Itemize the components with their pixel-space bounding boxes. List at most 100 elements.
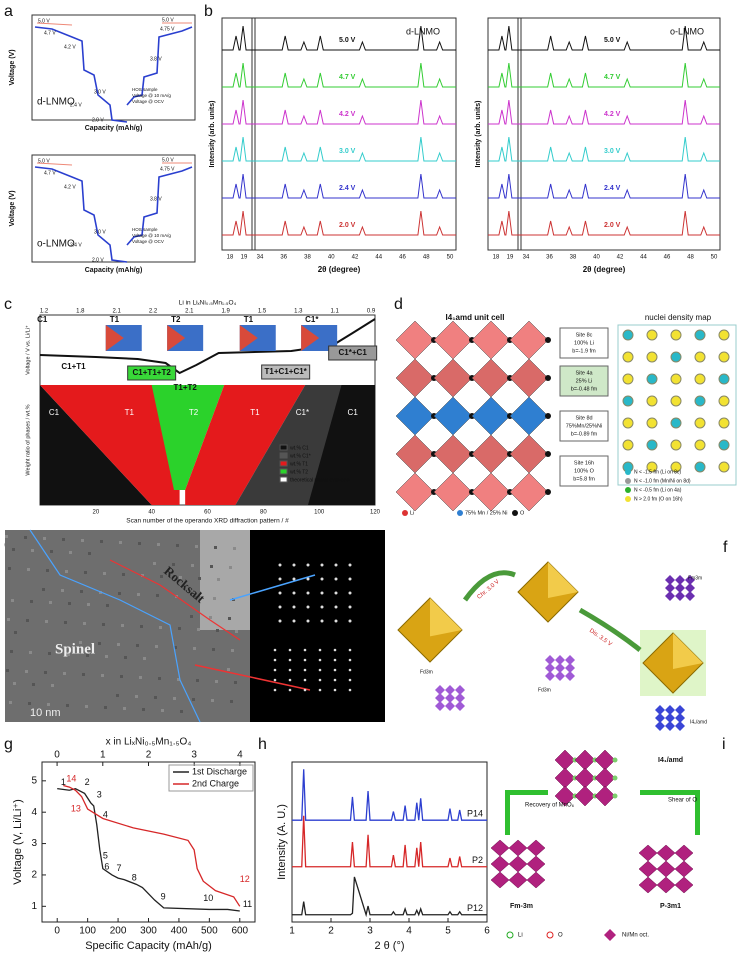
nucleus: [694, 417, 706, 429]
axis-title: x in LiₓNi₀.₅Mn₁.₅O₄: [106, 737, 192, 748]
legend-label: 1st Discharge: [192, 766, 247, 776]
label: 3.0 V: [339, 148, 356, 155]
label: 2.4 V: [339, 185, 356, 192]
tem-noise: [194, 596, 197, 599]
label: 75% Mn / 25% Ni: [465, 510, 508, 516]
spot: [288, 688, 292, 692]
tem-noise: [101, 674, 104, 677]
density-key: [625, 469, 631, 475]
tem-noise: [29, 651, 32, 654]
x2-tick-label: 2: [146, 750, 152, 761]
label: o-LNMO: [37, 239, 75, 250]
series-line: [63, 784, 241, 907]
label: 100% Li: [574, 340, 594, 346]
spot: [334, 563, 338, 567]
label: C1+T1: [61, 362, 86, 371]
spot: [334, 591, 338, 595]
label: wt.% C1: [290, 445, 309, 451]
tem-noise: [26, 619, 29, 622]
label: 1.2: [40, 309, 49, 315]
label: 3.0 V: [94, 229, 106, 235]
label: 100: [314, 510, 325, 516]
label: 5.0 V: [38, 158, 50, 164]
nucleus: [646, 329, 658, 341]
nucleus: [670, 461, 682, 473]
density-key: [625, 478, 631, 484]
discharge-curve: [34, 26, 128, 123]
label: 3.8 V: [150, 196, 162, 202]
octahedron: [471, 472, 511, 512]
label: Voltage @ 10 mA/g: [132, 233, 171, 238]
label: 36: [280, 255, 287, 261]
octahedron: [433, 434, 473, 474]
panel-label: b: [204, 3, 213, 20]
arrow: [462, 570, 516, 602]
label: Dis. 3.5 V: [588, 628, 613, 648]
boundary: [109, 559, 241, 641]
tem-noise: [10, 650, 13, 653]
octahedron: [574, 767, 596, 789]
octahedron: [395, 358, 435, 398]
axis-title: Specific Capacity (mAh/g): [85, 940, 212, 952]
axis-title: Voltage (V, Li/Li⁺): [12, 799, 24, 885]
tem-noise: [68, 602, 71, 605]
voltage-curve: [39, 318, 376, 375]
tem-noise: [42, 588, 45, 591]
y-tick-label: 2: [31, 870, 37, 881]
x-tick-label: 6: [484, 926, 490, 937]
tem-noise: [191, 564, 194, 567]
spot: [278, 619, 282, 623]
tem-noise: [28, 702, 31, 705]
label: N > 2.0 fm (O on 16h): [634, 496, 683, 502]
octahedron: [656, 860, 676, 878]
label: 34: [523, 255, 530, 261]
spot: [320, 605, 324, 609]
lattice: [675, 575, 685, 585]
lattice: [675, 583, 685, 593]
tem-noise: [233, 547, 236, 550]
annotation: 11: [243, 899, 252, 909]
tem-noise: [80, 590, 83, 593]
nucleus: [670, 439, 682, 451]
label: Fm3m: [688, 575, 702, 581]
nucleus: [718, 439, 730, 451]
annotation: 6: [104, 861, 109, 871]
tem-noise: [81, 539, 84, 542]
label: 48: [687, 255, 694, 261]
label: Fd3m: [538, 687, 551, 693]
xrd-pattern: [222, 173, 456, 199]
label: 2.4 V: [604, 185, 621, 192]
spot: [348, 619, 352, 623]
structure: [167, 325, 186, 351]
label: b=-1.9 fm: [572, 348, 596, 354]
tem-noise: [174, 646, 177, 649]
panel-label: g: [4, 736, 13, 753]
li-atom: [612, 775, 618, 781]
label: 42: [352, 255, 359, 261]
xrd-pattern: [222, 210, 456, 236]
nucleus: [646, 439, 658, 451]
tem-noise: [155, 645, 158, 648]
octahedron: [509, 472, 549, 512]
tem-noise: [47, 703, 50, 706]
x-tick-label: 2: [328, 926, 334, 937]
tem-noise: [116, 694, 119, 697]
tem-noise: [30, 600, 33, 603]
label: HOS sample: [132, 227, 158, 232]
tem-noise: [141, 574, 144, 577]
spot: [320, 619, 324, 623]
octahedron: [574, 785, 596, 807]
spot: [320, 591, 324, 595]
spot: [348, 678, 352, 682]
x-tick-label: 3: [367, 926, 373, 937]
tem-noise: [118, 592, 121, 595]
tem-noise: [106, 604, 109, 607]
series-line: [292, 769, 487, 821]
annotation: 3: [97, 789, 102, 799]
spot: [348, 605, 352, 609]
x2-tick-label: 1: [100, 750, 106, 761]
tem-noise: [66, 704, 69, 707]
octahedron: [509, 434, 549, 474]
tem-noise: [49, 601, 52, 604]
